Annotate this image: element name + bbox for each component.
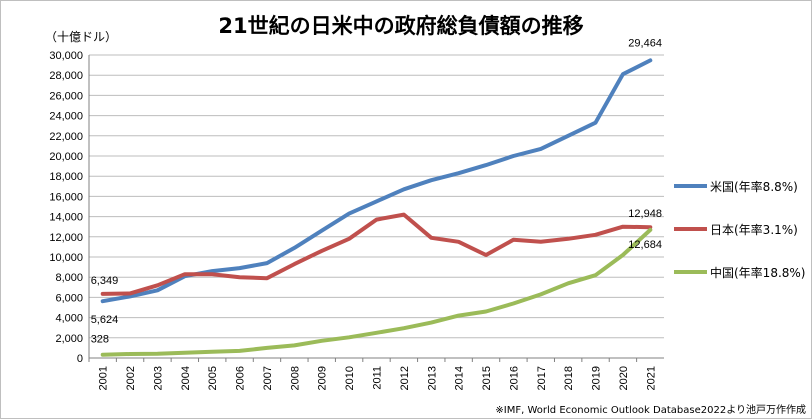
y-tick-label: 24,000: [49, 111, 83, 123]
chart-title: 21世紀の日米中の政府総負債額の推移: [218, 14, 583, 38]
x-tick-label: 2018: [563, 366, 575, 390]
series-line-2: [100, 227, 653, 357]
x-tick-label: 2001: [98, 366, 110, 390]
y-tick-label: 26,000: [49, 90, 83, 102]
x-tick-label: 2009: [317, 366, 329, 390]
x-tick-label: 2016: [508, 366, 520, 390]
data-label: 12,948: [628, 208, 662, 220]
x-tick-label: 2011: [372, 366, 384, 390]
y-tick-label: 2,000: [55, 333, 83, 345]
y-tick-label: 14,000: [49, 212, 83, 224]
legend-label: 日本(年率3.1%): [710, 222, 798, 237]
x-tick-label: 2015: [481, 366, 493, 390]
y-tick-label: 30,000: [49, 50, 83, 62]
axes: 0 2,000 4,000 6,000 8,000 10,000 12,000 14,000 1…: [49, 50, 664, 390]
y-tick-label: 16,000: [49, 191, 83, 203]
y-tick-label: 0: [77, 353, 83, 365]
data-label: 6,349: [91, 275, 119, 287]
x-tick-label: 2003: [152, 366, 164, 390]
x-tick-label: 2005: [207, 366, 219, 390]
y-tick-label: 6,000: [55, 292, 83, 304]
x-tick-label: 2021: [645, 366, 657, 390]
legend-label: 中国(年率18.8%): [710, 265, 806, 280]
x-tick-label: 2010: [344, 366, 356, 390]
x-tick-label: 2017: [536, 366, 548, 390]
series-line-1: [100, 212, 653, 296]
x-tick-label: 2004: [180, 366, 192, 390]
legend: 米国(年率8.8%) 日本(年率3.1%) 中国(年率18.8%): [674, 179, 806, 280]
source-note: ※IMF, World Economic Outlook Database202…: [495, 403, 806, 416]
x-tick-label: 2014: [454, 366, 466, 390]
data-label: 328: [91, 334, 109, 346]
series-line-0: [100, 58, 653, 304]
y-tick-label: 8,000: [55, 272, 83, 284]
x-tick-label: 2012: [399, 366, 411, 390]
x-tick-label: 2020: [618, 366, 630, 390]
series-lines: [100, 58, 653, 357]
y-tick-label: 12,000: [49, 232, 83, 244]
data-label: 12,684: [628, 239, 662, 251]
x-tick-label: 2006: [235, 366, 247, 390]
y-axis-unit-label: （十億ドル）: [45, 30, 117, 44]
y-tick-label: 10,000: [49, 252, 83, 264]
x-tick-label: 2007: [262, 366, 274, 390]
legend-label: 米国(年率8.8%): [710, 179, 798, 194]
y-tick-label: 20,000: [49, 151, 83, 163]
data-labels: 5,624 29,464 6,349 12,948 328 12,684: [91, 37, 662, 345]
data-label: 29,464: [628, 37, 662, 49]
gridlines: [89, 54, 664, 359]
data-label: 5,624: [91, 314, 119, 326]
x-tick-label: 2008: [289, 366, 301, 390]
x-tick-label: 2002: [125, 366, 137, 390]
x-tick-label: 2013: [426, 366, 438, 390]
y-tick-label: 18,000: [49, 171, 83, 183]
x-tick-label: 2019: [591, 366, 603, 390]
y-tick-label: 22,000: [49, 131, 83, 143]
y-tick-label: 28,000: [49, 70, 83, 82]
y-tick-label: 4,000: [55, 313, 83, 325]
